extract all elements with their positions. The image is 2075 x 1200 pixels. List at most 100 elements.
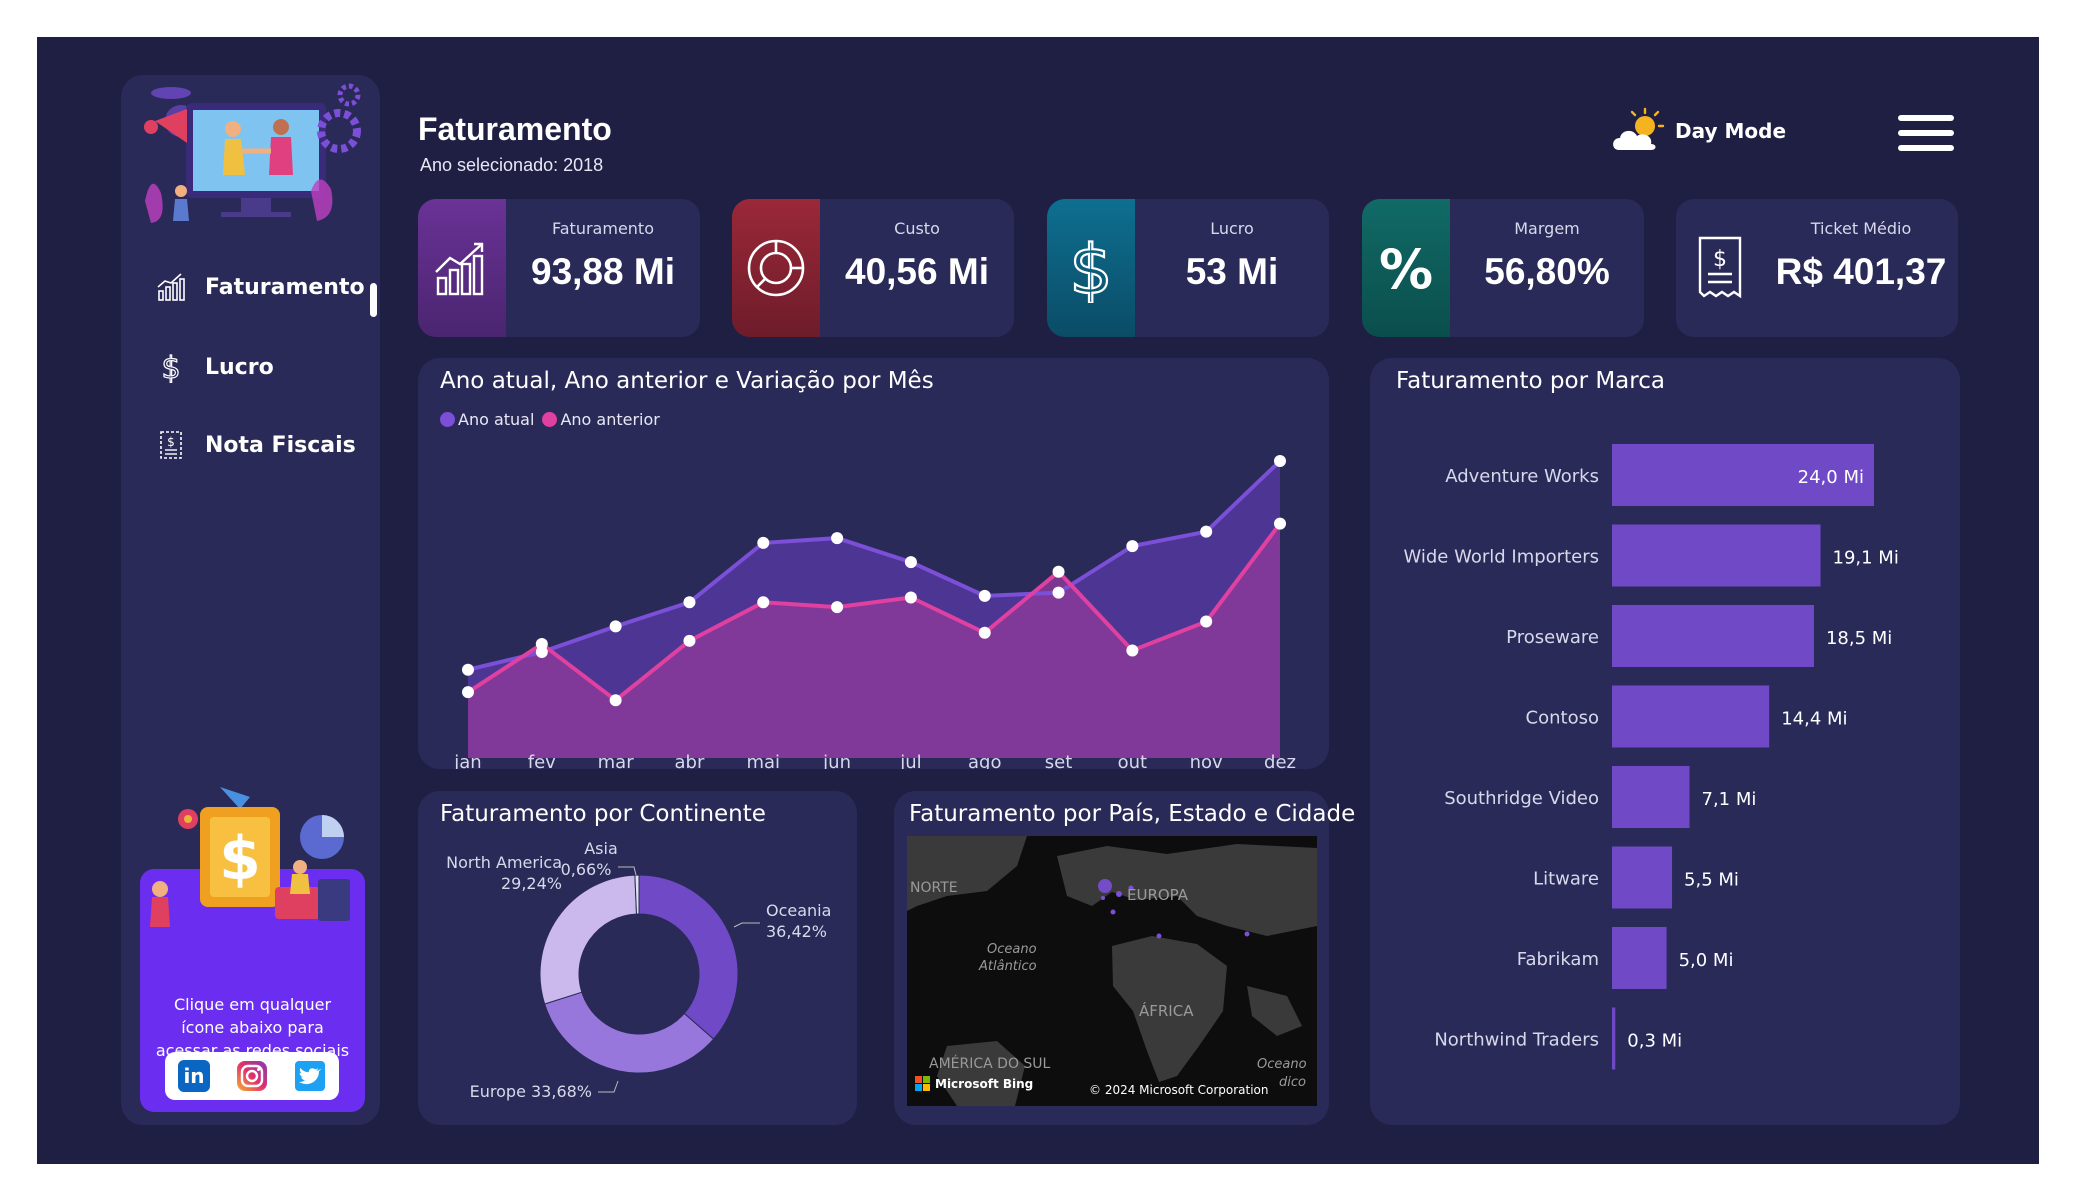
brand-revenue-chart: Faturamento por Marca Adventure Works 24,… — [1370, 358, 1960, 1125]
svg-text:$: $ — [1713, 247, 1727, 272]
kpi-value: 93,88 Mi — [531, 251, 675, 292]
kpi-title: Ticket Médio — [1810, 219, 1912, 238]
instagram-icon[interactable] — [236, 1060, 268, 1092]
bar-category-label: Wide World Importers — [1403, 547, 1599, 568]
map-label-ocean: Atlântico — [978, 959, 1037, 974]
donut-label-value: 29,24% — [501, 874, 562, 893]
twitter-icon[interactable] — [294, 1060, 326, 1092]
page-subtitle: Ano selecionado: 2018 — [420, 155, 604, 175]
page-title: Faturamento — [418, 111, 612, 147]
linkedin-icon[interactable]: in — [178, 1060, 210, 1092]
chart-title: Faturamento por País, Estado e Cidade — [909, 801, 1356, 827]
map-label-south-america: AMÉRICA DO SUL — [929, 1055, 1051, 1072]
kpi-icon-box: $ — [1047, 199, 1135, 337]
svg-text:%: % — [1379, 238, 1433, 298]
bar-category-label: Proseware — [1506, 627, 1599, 648]
dollar-icon: $ — [1068, 233, 1113, 303]
kpi-card-ticket-medio: $ Ticket Médio R$ 401,37 — [1676, 199, 1958, 337]
x-tick-label: jan — [453, 752, 481, 769]
world-map[interactable]: NORTE EUROPA Oceano Atlântico ÁFRICA AMÉ… — [907, 836, 1317, 1106]
point-ano-atual — [831, 532, 844, 545]
point-ano-atual — [1052, 586, 1065, 599]
point-ano-atual — [609, 620, 622, 633]
percent-icon: % — [1379, 238, 1433, 298]
point-ano-atual — [978, 589, 991, 602]
bing-label: Microsoft Bing — [935, 1077, 1033, 1091]
day-mode-toggle[interactable]: Day Mode — [1609, 105, 1786, 157]
nav-item-lucro[interactable]: $ Lucro — [155, 347, 274, 387]
continent-revenue-chart: Faturamento por Continente Oceania 36,42%… — [418, 791, 857, 1125]
line-ano-anterior — [466, 522, 1282, 703]
kpi-card-custo: Custo 40,56 Mi — [732, 199, 1014, 337]
point-ano-anterior — [462, 686, 474, 699]
x-tick-label: nov — [1190, 752, 1223, 769]
bar-category-label: Fabrikam — [1517, 949, 1599, 970]
social-text-line: Clique em qualquer — [173, 995, 332, 1014]
bar-category-label: Litware — [1533, 869, 1599, 890]
donut-chart-svg: Oceania 36,42% Europe 33,68% North America 2… — [446, 839, 831, 1101]
geo-revenue-map: Faturamento por País, Estado e Cidade — [894, 791, 1355, 1125]
monthly-revenue-chart: Ano atual, Ano anterior e Variação por M… — [418, 358, 1329, 769]
svg-text:$: $ — [161, 351, 180, 383]
point-ano-atual — [904, 556, 917, 569]
point-ano-anterior — [683, 634, 696, 647]
kpi-value: 53 Mi — [1185, 251, 1279, 292]
bar-value-label: 24,0 Mi — [1798, 467, 1864, 488]
legend-label: Ano atual — [458, 410, 535, 429]
sidebar: Faturamento $ Lucro $ Nota Fiscais — [121, 75, 380, 1125]
bing-logo — [915, 1076, 930, 1091]
map-copyright: © 2024 Microsoft Corporation — [1089, 1083, 1268, 1097]
point-ano-atual — [462, 663, 474, 676]
point-ano-atual — [757, 536, 770, 549]
map-label-ocean: Oceano — [987, 942, 1037, 957]
bar — [1612, 1007, 1616, 1070]
kpi-title: Lucro — [1210, 219, 1254, 238]
x-tick-label: dez — [1264, 752, 1296, 769]
nav-item-nota-fiscais[interactable]: $ Nota Fiscais — [155, 425, 356, 465]
x-tick-label: mai — [746, 752, 780, 769]
nav-label: Faturamento — [205, 274, 365, 300]
bar-value-label: 7,1 Mi — [1702, 789, 1757, 810]
legend-dot — [542, 412, 558, 427]
svg-text:$: $ — [1069, 233, 1112, 303]
kpi-icon-box — [418, 199, 506, 337]
chart-title: Ano atual, Ano anterior e Variação por M… — [440, 368, 934, 394]
bar-value-label: 5,5 Mi — [1684, 870, 1739, 891]
donut-label-value: 0,66% — [561, 860, 612, 879]
x-tick-label: mar — [598, 752, 635, 769]
nav-active-indicator — [370, 283, 377, 317]
point-ano-anterior — [1052, 565, 1065, 578]
chart-title: Faturamento por Continente — [440, 801, 766, 827]
kpi-title: Margem — [1514, 219, 1580, 238]
kpi-card-margem: % Margem 56,80% — [1362, 199, 1644, 337]
business-handshake-illustration — [144, 83, 361, 223]
chart-legend: Ano atual Ano anterior — [440, 410, 668, 429]
donut-slice — [539, 874, 638, 1005]
donut-label-name: Europe 33,68% — [470, 1082, 592, 1101]
kpi-card-faturamento: Faturamento 93,88 Mi — [418, 199, 700, 337]
bar — [1612, 685, 1770, 748]
donut-label-name: North America — [446, 853, 562, 872]
nav-item-faturamento[interactable]: Faturamento — [155, 267, 365, 307]
point-ano-anterior — [609, 694, 622, 707]
donut-label-name: Asia — [584, 839, 618, 858]
bar-value-label: 5,0 Mi — [1679, 950, 1734, 971]
kpi-icon-box: $ — [1676, 199, 1764, 337]
point-ano-anterior — [1200, 615, 1213, 628]
kpi-value: R$ 401,37 — [1775, 251, 1947, 292]
point-ano-anterior — [831, 601, 844, 614]
money-illustration: $ — [150, 787, 350, 927]
legend-item-ano-anterior[interactable]: Ano anterior — [542, 410, 660, 429]
kpi-value: 40,56 Mi — [845, 251, 989, 292]
social-text-line: ícone abaixo para — [181, 1018, 324, 1037]
map-label-ocean: Oceano — [1257, 1057, 1307, 1072]
legend-item-ano-atual[interactable]: Ano atual — [440, 410, 534, 429]
menu-icon[interactable] — [1898, 115, 1954, 157]
point-ano-anterior — [535, 638, 548, 651]
dashboard: Faturamento $ Lucro $ Nota Fiscais — [37, 37, 2039, 1164]
donut-slice — [544, 991, 715, 1074]
x-tick-label: jul — [899, 752, 921, 769]
kpi-icon-box — [732, 199, 820, 337]
x-tick-label: out — [1118, 752, 1147, 769]
chart-title: Faturamento por Marca — [1396, 368, 1665, 394]
